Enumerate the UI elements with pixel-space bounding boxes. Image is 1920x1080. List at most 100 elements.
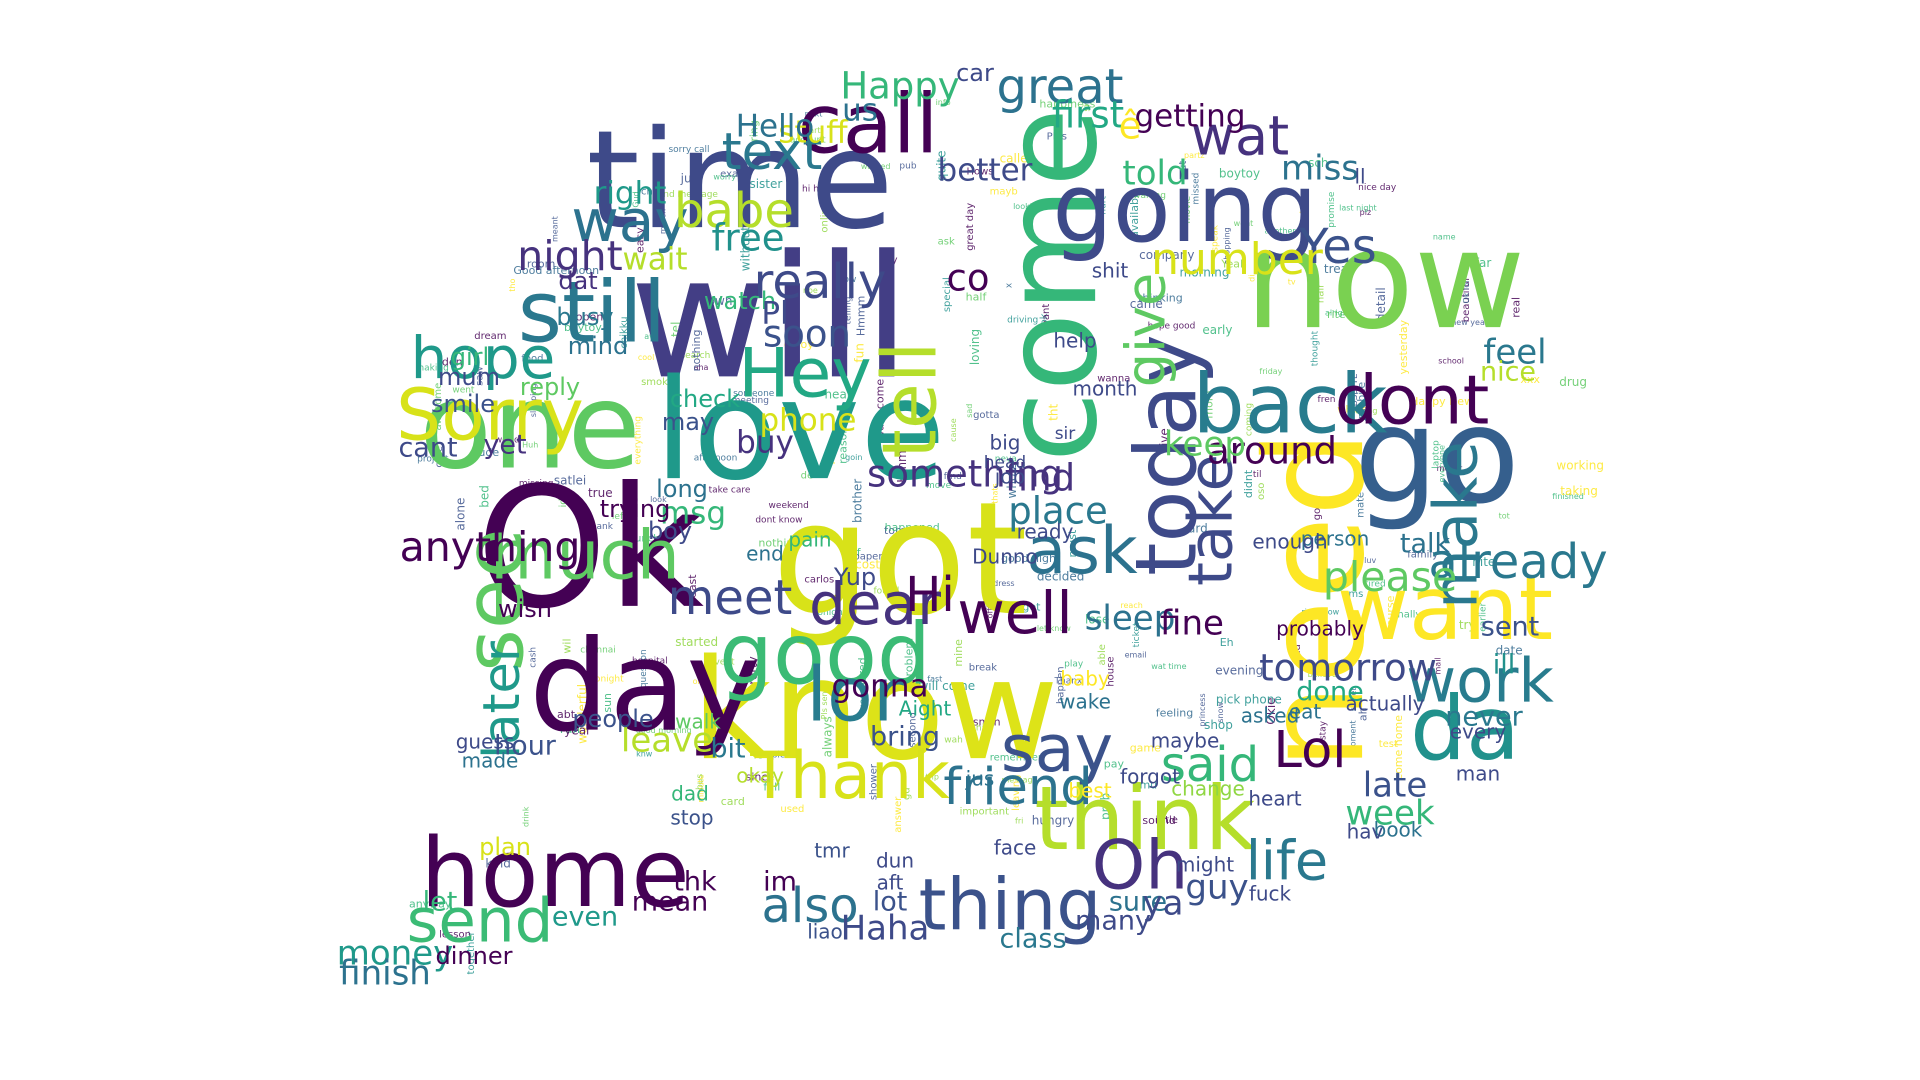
tiny-word-265: sister xyxy=(749,177,782,191)
tiny-word-196: kind xyxy=(485,857,511,871)
word-180: Pl xyxy=(761,296,788,332)
tiny-word-176: Good afternoon xyxy=(513,264,599,277)
word-151: maybe xyxy=(1151,729,1220,753)
word-153: change xyxy=(1171,777,1245,801)
tiny-word-289: boytoy xyxy=(1219,167,1260,181)
tiny-word-193: together xyxy=(466,930,477,974)
tiny-word-179: tot xyxy=(1499,512,1510,521)
tiny-word-236: luv xyxy=(1364,556,1376,565)
tiny-word-169: online xyxy=(819,202,830,233)
word-16: da xyxy=(1410,677,1520,780)
word-165: probably xyxy=(1276,617,1364,641)
word-22: see xyxy=(447,528,542,672)
word-85: better xyxy=(938,153,1033,189)
word-146: dun xyxy=(876,849,914,873)
word-34: send xyxy=(407,886,554,957)
word-98: never xyxy=(1445,702,1523,733)
tiny-word-238: weekend xyxy=(769,501,809,511)
tiny-word-75: search xyxy=(680,351,710,361)
word-44: wat xyxy=(1191,105,1289,168)
tiny-word-208: drug xyxy=(1559,375,1587,389)
tiny-word-133: juz xyxy=(680,172,698,186)
tiny-word-157: great day xyxy=(965,203,976,251)
tiny-word-252: alright xyxy=(1325,308,1351,317)
word-156: asked xyxy=(1241,704,1300,728)
word-45: Lol xyxy=(1274,721,1347,780)
tiny-word-59: name xyxy=(1433,233,1456,242)
word-127: trying xyxy=(600,495,671,523)
word-63: something xyxy=(867,453,1063,496)
word-56: also xyxy=(761,878,858,934)
tiny-word-83: Hows xyxy=(966,167,993,178)
word-94: hour xyxy=(494,731,557,762)
tiny-word-58: food xyxy=(521,354,543,365)
tiny-word-15: show xyxy=(833,275,856,285)
tiny-word-142: important xyxy=(960,807,1009,818)
word-108: class xyxy=(999,924,1066,955)
word-171: sir xyxy=(1055,424,1076,444)
tiny-word-53: hear xyxy=(824,388,851,402)
tiny-word-136: break xyxy=(969,662,998,673)
word-157: actually xyxy=(1346,692,1425,716)
tiny-word-141: available xyxy=(1128,188,1141,238)
tiny-word-260: wif xyxy=(845,546,862,559)
tiny-word-200: easy xyxy=(634,227,647,253)
tiny-word-230: noe xyxy=(803,286,818,295)
tiny-word-233: email xyxy=(1125,650,1147,659)
tiny-word-86: remember xyxy=(990,753,1043,764)
tiny-word-250: bed xyxy=(477,485,491,508)
word-172: month xyxy=(1073,377,1138,401)
word-106: even xyxy=(552,902,618,933)
tiny-word-214: came xyxy=(1130,297,1163,311)
tiny-word-239: bus xyxy=(695,774,705,790)
word-31: say xyxy=(1001,712,1113,787)
word-87: Hello xyxy=(736,109,815,145)
word-134: stop xyxy=(670,806,713,830)
word-176: us xyxy=(842,93,878,129)
word-13: going xyxy=(1052,154,1317,264)
word-89: wait xyxy=(622,242,687,278)
word-168: job xyxy=(994,465,1026,489)
word-124: check xyxy=(670,385,740,413)
word-96: bring xyxy=(870,722,940,753)
tiny-word-191: right now xyxy=(1301,608,1339,617)
word-10: day xyxy=(529,613,761,760)
tiny-word-116: knw xyxy=(636,750,653,759)
tiny-word-218: tonight xyxy=(591,675,624,685)
tiny-word-120: yesterday xyxy=(1397,319,1410,374)
word-29: Oh xyxy=(1092,827,1189,906)
tiny-word-146: tho xyxy=(508,279,517,292)
word-32: ask xyxy=(1026,514,1138,589)
tiny-word-79: town xyxy=(703,294,732,308)
word-179: car xyxy=(956,59,994,87)
tiny-word-215: move xyxy=(926,481,952,491)
word-18: still xyxy=(518,263,666,362)
word-142: face xyxy=(994,836,1037,860)
word-80: fine xyxy=(1160,604,1224,644)
word-20: back xyxy=(1193,357,1388,452)
word-74: week xyxy=(1345,794,1435,834)
tiny-word-118: feeling xyxy=(1156,707,1193,720)
tiny-word-21: dream xyxy=(474,331,506,342)
tiny-word-12: frnd xyxy=(944,472,962,482)
tiny-word-66: used xyxy=(780,804,804,815)
word-147: wake xyxy=(1059,690,1111,714)
tiny-word-292: x xyxy=(1004,282,1014,288)
tiny-word-132: shop xyxy=(1204,718,1233,732)
tiny-word-7: fren xyxy=(1318,395,1336,405)
word-137: end xyxy=(746,542,784,566)
tiny-word-105: mate xyxy=(1355,492,1366,518)
tiny-word-194: afternoon xyxy=(694,454,738,464)
tiny-word-41: almost xyxy=(547,431,557,462)
word-30: dont xyxy=(1335,362,1490,441)
tiny-word-27: cost xyxy=(855,558,880,572)
word-167: ready xyxy=(1017,520,1074,544)
tiny-word-18: new year xyxy=(1451,318,1489,327)
tiny-word-253: always xyxy=(820,716,834,757)
tiny-word-62: snow xyxy=(1216,702,1225,723)
tiny-word-184: moment xyxy=(1349,720,1358,754)
tiny-word-135: care xyxy=(434,446,445,468)
tiny-word-123: Gud xyxy=(632,191,641,207)
tiny-word-197: march xyxy=(658,209,667,234)
word-125: may xyxy=(662,408,714,436)
